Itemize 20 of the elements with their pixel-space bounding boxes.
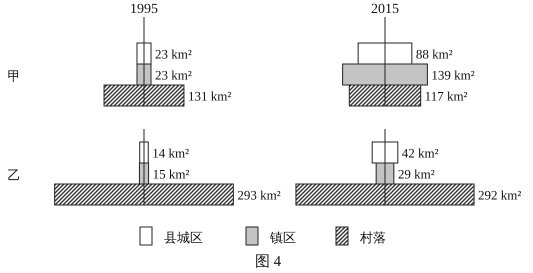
data-label: 14 km²: [152, 146, 190, 160]
data-label: 292 km²: [478, 188, 522, 202]
data-label: 42 km²: [402, 146, 439, 160]
caption: 图 4: [254, 254, 282, 270]
data-label: 15 km²: [152, 166, 190, 182]
data-label: 117 km²: [424, 88, 468, 104]
data-label: 23 km²: [155, 46, 192, 62]
text: 1995: [130, 2, 158, 17]
category-label: 镇区: [269, 230, 296, 245]
data-label: 88 km²: [416, 46, 453, 62]
data-label: 131 km²: [188, 88, 232, 104]
text: 甲: [8, 68, 20, 84]
text: 2015: [371, 2, 399, 17]
data-label: 29 km²: [398, 166, 435, 182]
category-label: 县城区: [164, 230, 203, 245]
text: 乙: [8, 168, 20, 182]
data-label: 293 km²: [237, 188, 281, 202]
data-label: 139 km²: [431, 68, 475, 82]
category-label: 村落: [359, 230, 386, 245]
data-label: 23 km²: [155, 68, 192, 82]
